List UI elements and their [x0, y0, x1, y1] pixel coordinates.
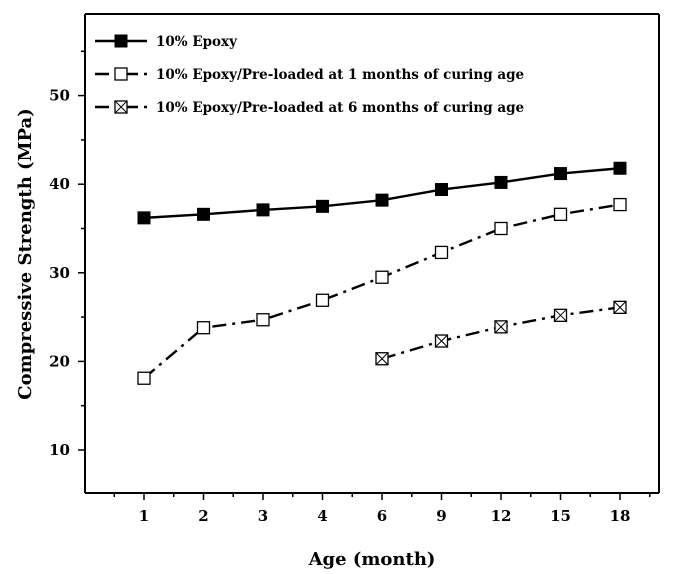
data-point — [554, 167, 567, 181]
data-point — [256, 313, 270, 327]
data-point — [613, 161, 627, 175]
data-point — [494, 221, 508, 236]
x-tick-label: 9 — [436, 507, 446, 525]
x-axis-title: Age (month) — [308, 549, 436, 570]
data-point — [316, 199, 329, 213]
data-point — [553, 308, 568, 322]
series-1 — [137, 161, 627, 225]
x-tick-label: 12 — [491, 507, 512, 525]
legend-label: 10% Epoxy/Pre-loaded at 6 months of curi… — [156, 100, 524, 116]
data-point — [114, 34, 128, 48]
data-point — [256, 203, 270, 217]
data-point — [196, 321, 211, 335]
y-axis-title: Compressive Strength (MPa) — [15, 108, 36, 399]
data-point — [553, 207, 568, 221]
data-point — [375, 270, 389, 284]
y-tick-label: 40 — [49, 175, 70, 193]
data-point — [494, 320, 508, 334]
x-tick-label: 18 — [610, 507, 631, 525]
x-tick-label: 6 — [377, 507, 387, 525]
data-point — [375, 352, 389, 366]
x-tick-label: 2 — [198, 507, 208, 525]
data-point — [137, 211, 151, 225]
series-layer — [137, 161, 627, 385]
x-tick-label: 3 — [258, 507, 268, 525]
y-tick-label: 50 — [49, 87, 70, 105]
data-point — [435, 183, 448, 197]
data-point — [137, 371, 151, 385]
y-tick-label: 20 — [49, 352, 70, 370]
x-tick-label: 4 — [317, 507, 327, 525]
y-tick-label: 10 — [49, 441, 70, 459]
legend-item: 10% Epoxy/Pre-loaded at 1 months of curi… — [95, 67, 524, 83]
plot-area — [84, 13, 660, 494]
series-line — [143, 167, 621, 220]
legend-item: 10% Epoxy — [95, 34, 238, 50]
legend: 10% Epoxy 10% Epoxy/Pre-loaded at 1 month… — [95, 34, 524, 116]
data-point — [434, 334, 449, 348]
data-point — [114, 100, 128, 114]
series-2 — [137, 197, 627, 385]
data-point — [494, 175, 508, 189]
data-point — [613, 197, 627, 212]
data-point — [114, 67, 128, 81]
data-point — [434, 245, 449, 260]
legend-label: 10% Epoxy/Pre-loaded at 1 months of curi… — [156, 67, 524, 83]
data-point — [315, 293, 330, 307]
data-point — [375, 193, 389, 207]
series-3 — [375, 300, 627, 366]
x-tick-label: 15 — [550, 507, 571, 525]
legend-label: 10% Epoxy — [156, 34, 238, 50]
data-point — [197, 207, 210, 221]
legend-item: 10% Epoxy/Pre-loaded at 6 months of curi… — [95, 100, 524, 116]
x-tick-label: 1 — [139, 507, 149, 525]
y-tick-label: 30 — [49, 264, 70, 282]
data-point — [613, 300, 627, 315]
